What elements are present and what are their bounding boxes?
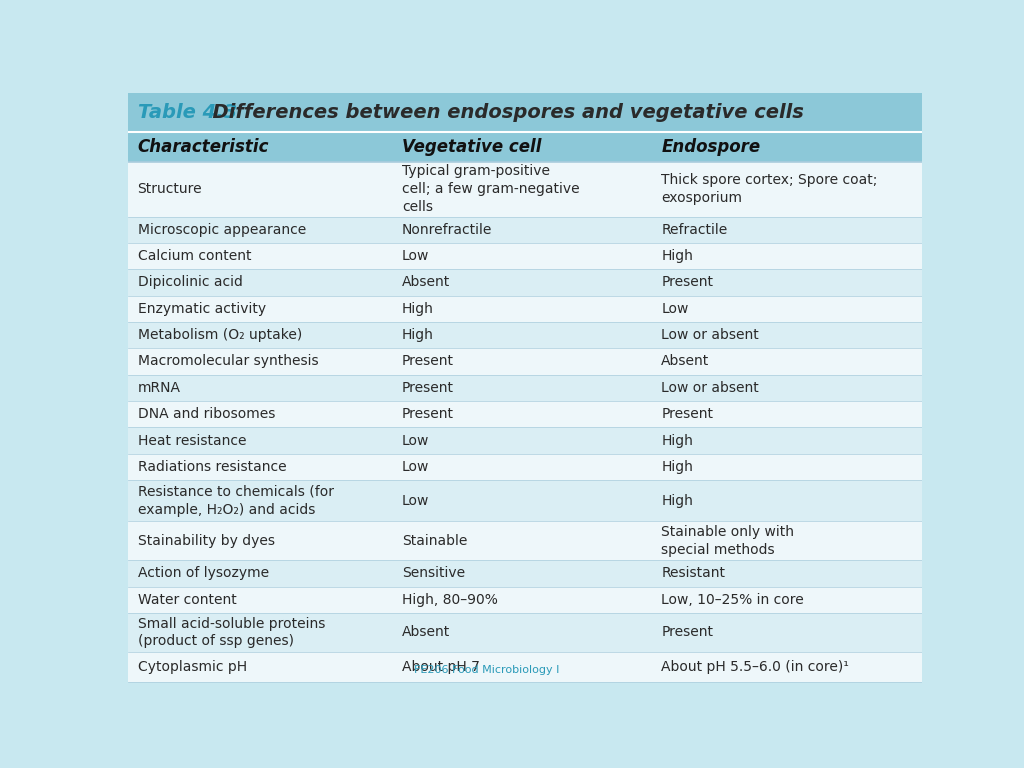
Text: Present: Present: [662, 625, 714, 640]
Text: Stainability by dyes: Stainability by dyes: [137, 534, 274, 548]
Text: High: High: [662, 434, 693, 448]
Bar: [128, 587, 922, 613]
Bar: [128, 94, 922, 132]
Bar: [128, 162, 922, 217]
Text: Small acid-soluble proteins
(product of ssp genes): Small acid-soluble proteins (product of …: [137, 617, 325, 648]
Bar: [128, 454, 922, 480]
Bar: [128, 349, 922, 375]
Text: Low: Low: [401, 460, 429, 474]
Text: Heat resistance: Heat resistance: [137, 434, 246, 448]
Text: Macromolecular synthesis: Macromolecular synthesis: [137, 355, 318, 369]
Text: Characteristic: Characteristic: [137, 138, 269, 156]
Text: Low: Low: [401, 434, 429, 448]
Bar: [128, 652, 922, 682]
Text: Absent: Absent: [662, 355, 710, 369]
Text: Enzymatic activity: Enzymatic activity: [137, 302, 265, 316]
Text: Action of lysozyme: Action of lysozyme: [137, 567, 268, 581]
Bar: [128, 296, 922, 322]
Bar: [128, 270, 922, 296]
Text: About pH 5.5–6.0 (in core)¹: About pH 5.5–6.0 (in core)¹: [662, 660, 849, 674]
Text: Sensitive: Sensitive: [401, 567, 465, 581]
Text: Structure: Structure: [137, 182, 202, 197]
Text: Stainable only with
special methods: Stainable only with special methods: [662, 525, 795, 557]
Text: Absent: Absent: [401, 276, 450, 290]
Bar: [128, 427, 922, 454]
Text: Table 4.3: Table 4.3: [137, 104, 237, 122]
Text: High, 80–90%: High, 80–90%: [401, 593, 498, 607]
Text: Water content: Water content: [137, 593, 237, 607]
Bar: [128, 375, 922, 401]
Text: Vegetative cell: Vegetative cell: [401, 138, 542, 156]
Bar: [128, 322, 922, 349]
Text: Present: Present: [662, 407, 714, 421]
Text: Resistance to chemicals (for
example, H₂O₂) and acids: Resistance to chemicals (for example, H₂…: [137, 485, 334, 517]
Text: mRNA: mRNA: [137, 381, 180, 395]
Text: Low: Low: [662, 302, 689, 316]
Bar: [128, 401, 922, 427]
Text: Differences between endospores and vegetative cells: Differences between endospores and veget…: [200, 104, 804, 122]
Text: Present: Present: [662, 276, 714, 290]
Text: Cytoplasmic pH: Cytoplasmic pH: [137, 660, 247, 674]
Text: Low, 10–25% in core: Low, 10–25% in core: [662, 593, 804, 607]
Text: High: High: [662, 460, 693, 474]
Text: About pH 7: About pH 7: [401, 660, 479, 674]
Text: Present: Present: [401, 407, 454, 421]
Text: Metabolism (O₂ uptake): Metabolism (O₂ uptake): [137, 328, 302, 342]
Text: Low: Low: [401, 249, 429, 263]
Text: High: High: [662, 249, 693, 263]
Text: Typical gram-positive
cell; a few gram-negative
cells: Typical gram-positive cell; a few gram-n…: [401, 164, 580, 214]
Bar: [128, 243, 922, 270]
Text: Thick spore cortex; Spore coat;
exosporium: Thick spore cortex; Spore coat; exospori…: [662, 174, 878, 205]
Bar: [128, 561, 922, 587]
Text: Dipicolinic acid: Dipicolinic acid: [137, 276, 243, 290]
Text: FE206 Food Microbiology I: FE206 Food Microbiology I: [414, 665, 559, 675]
Text: Endospore: Endospore: [662, 138, 761, 156]
Bar: [128, 217, 922, 243]
Text: Low: Low: [401, 494, 429, 508]
Text: Absent: Absent: [401, 625, 450, 640]
Bar: [128, 521, 922, 561]
Bar: [128, 613, 922, 652]
Text: Resistant: Resistant: [662, 567, 725, 581]
Text: Present: Present: [401, 381, 454, 395]
Text: Radiations resistance: Radiations resistance: [137, 460, 286, 474]
Text: High: High: [401, 328, 434, 342]
Text: Calcium content: Calcium content: [137, 249, 251, 263]
Text: Stainable: Stainable: [401, 534, 467, 548]
Text: Low or absent: Low or absent: [662, 381, 759, 395]
Text: Nonrefractile: Nonrefractile: [401, 223, 493, 237]
Text: High: High: [662, 494, 693, 508]
Text: Low or absent: Low or absent: [662, 328, 759, 342]
Text: DNA and ribosomes: DNA and ribosomes: [137, 407, 274, 421]
Bar: [128, 480, 922, 521]
Text: Present: Present: [401, 355, 454, 369]
Text: Microscopic appearance: Microscopic appearance: [137, 223, 306, 237]
Bar: [128, 132, 922, 162]
Text: High: High: [401, 302, 434, 316]
Text: Refractile: Refractile: [662, 223, 727, 237]
